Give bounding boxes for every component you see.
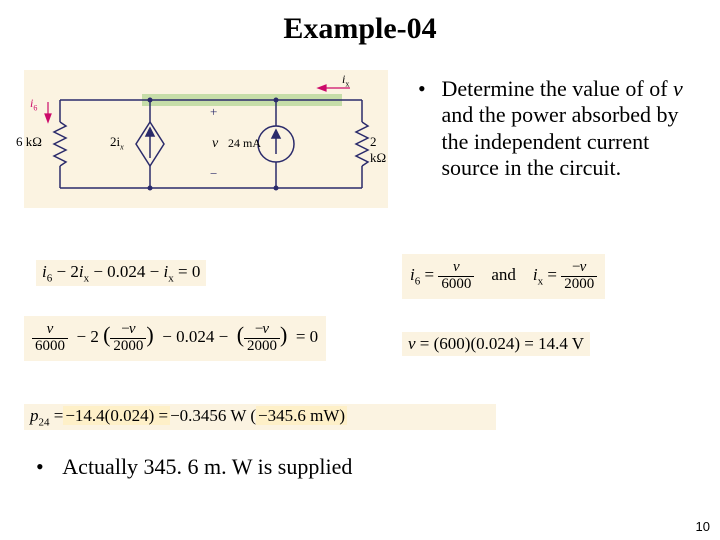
label-ind-source: 24 mA	[228, 136, 261, 151]
label-v: v	[212, 136, 218, 152]
bullet-icon: •	[418, 76, 436, 102]
equation-power: p24 =−14.4(0.024) =−0.3456 W (−345.6 mW)	[24, 404, 496, 430]
footnote: • Actually 345. 6 m. W is supplied	[36, 454, 352, 480]
label-minus: −	[210, 166, 217, 182]
equation-v-result: v = (600)(0.024) = 14.4 V	[402, 332, 590, 356]
label-r2: 2 kΩ	[370, 134, 388, 166]
bullet-icon: •	[36, 454, 58, 480]
circuit-diagram: ix i6 6 kΩ 2 kΩ 2ix v 24 mA + −	[24, 70, 388, 208]
label-i6: i6	[30, 96, 37, 112]
label-ix: ix	[342, 72, 349, 88]
problem-statement: • Determine the value of of v and the po…	[418, 76, 698, 182]
equation-substituted: v6000 − 2 (−v2000) − 0.024 − (−v2000) = …	[24, 316, 326, 361]
page-title: Example-04	[0, 0, 720, 56]
label-r1: 6 kΩ	[16, 134, 42, 150]
label-plus: +	[210, 104, 217, 120]
equation-ohms-defs: i6 = v6000 and ix = −v2000	[402, 254, 605, 299]
equation-kcl: i6 − 2ix − 0.024 − ix = 0	[36, 260, 206, 286]
label-dep-source: 2ix	[110, 134, 124, 152]
page-number: 10	[696, 519, 710, 534]
